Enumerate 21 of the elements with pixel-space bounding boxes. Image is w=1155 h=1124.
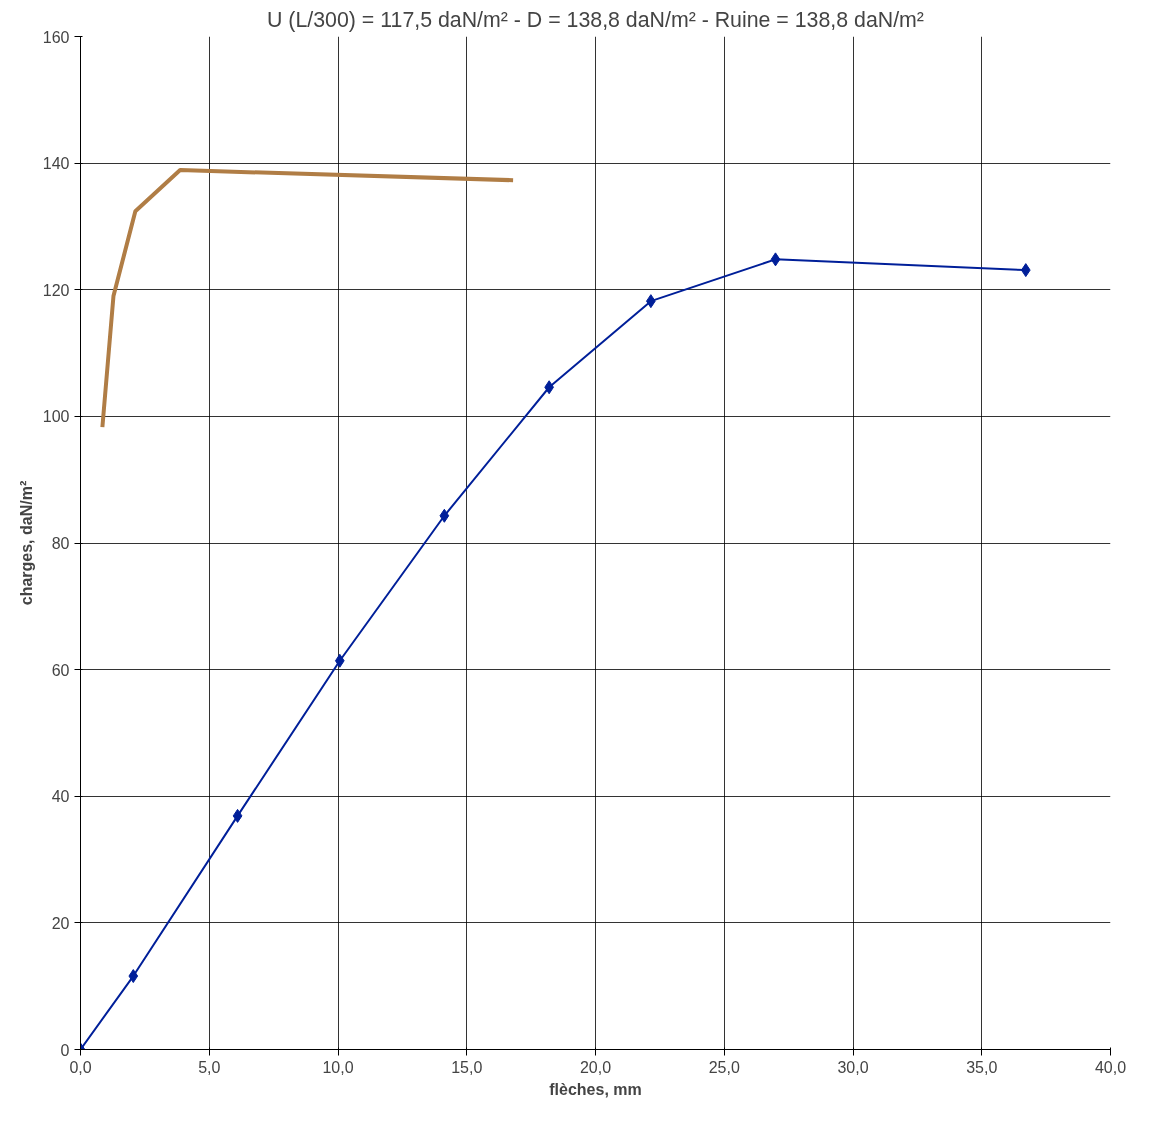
x-tick-label: 5,0 [198, 1058, 221, 1076]
y-tick-label: 0 [60, 1041, 70, 1059]
y-tick-label: 160 [42, 28, 70, 46]
y-tick-label: 20 [51, 914, 70, 932]
x-tick-label: 30,0 [837, 1058, 869, 1076]
x-tick-label: 20,0 [579, 1058, 612, 1076]
y-tick-label: 60 [51, 661, 70, 679]
y-tick-label: 140 [42, 155, 70, 173]
y-tick-label: 40 [51, 788, 70, 806]
y-tick-label: 120 [42, 281, 70, 299]
y-tick-label: 100 [42, 408, 70, 426]
chart-title: U (L/300) = 117,5 daN/m² - D = 138,8 daN/m² - Ruine = 138,8 daN/m² [267, 7, 924, 32]
x-tick-label: 10,0 [322, 1058, 354, 1076]
x-tick-label: 40,0 [1094, 1058, 1127, 1076]
x-tick-label: 25,0 [708, 1058, 740, 1076]
y-tick-label: 80 [51, 535, 70, 552]
y-axis-title: charges, daN/m² [17, 480, 35, 606]
x-tick-label: 0,0 [69, 1058, 92, 1076]
x-axis-title: flèches, mm [549, 1080, 642, 1098]
x-tick-label: 35,0 [966, 1058, 998, 1076]
x-tick-label: 15,0 [451, 1058, 483, 1076]
